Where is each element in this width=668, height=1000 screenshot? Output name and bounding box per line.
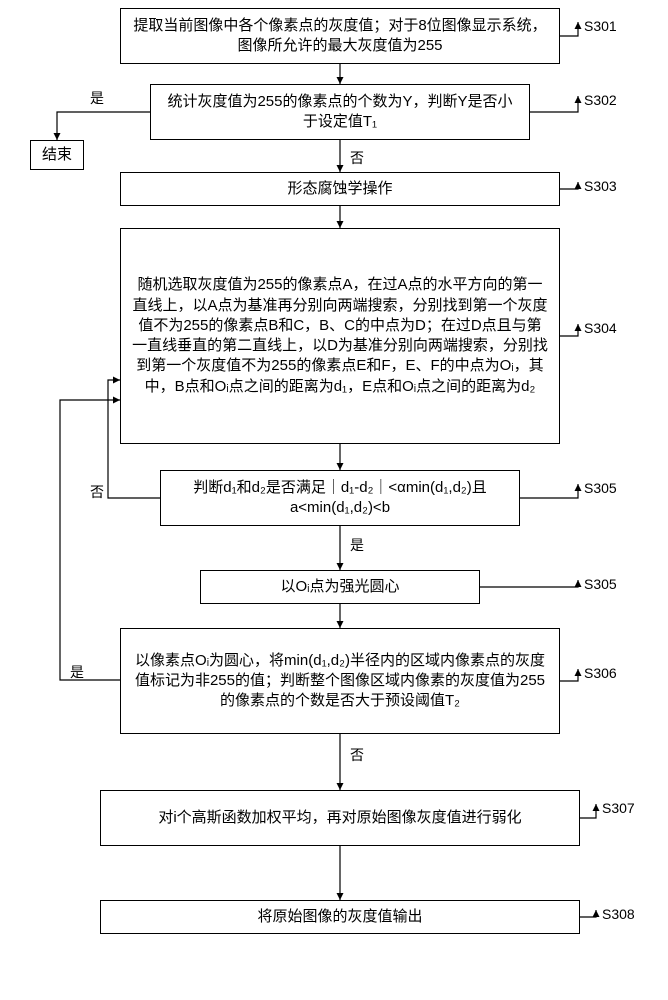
node-text: 结束: [42, 145, 72, 165]
node-text: 对i个高斯函数加权平均，再对原始图像灰度值进行弱化: [158, 808, 521, 828]
edge-label-yes306: 是: [70, 662, 84, 682]
node-text: 以像素点Oᵢ为圆心，将min(d₁,d₂)半径内的区域内像素点的灰度值标记为非2…: [131, 651, 549, 712]
node-s301: 提取当前图像中各个像素点的灰度值；对于8位图像显示系统，图像所允许的最大灰度值为…: [120, 8, 560, 64]
edge-label-yes305a: 是: [350, 535, 364, 555]
node-text: 提取当前图像中各个像素点的灰度值；对于8位图像显示系统，图像所允许的最大灰度值为…: [131, 16, 549, 57]
step-label-s301: S301: [584, 18, 617, 34]
node-text: 判断d₁和d₂是否满足｜d₁-d₂｜<αmin(d₁,d₂)且a<min(d₁,…: [171, 478, 509, 519]
node-text: 随机选取灰度值为255的像素点A，在过A点的水平方向的第一直线上，以A点为基准再…: [131, 275, 549, 397]
edge-label-yes302: 是: [90, 88, 104, 108]
step-label-s306: S306: [584, 665, 617, 681]
edge-label-no305a: 否: [90, 482, 104, 502]
node-s303: 形态腐蚀学操作: [120, 172, 560, 206]
step-label-s305b: S305: [584, 576, 617, 592]
edge-label-no302: 否: [350, 148, 364, 168]
node-s304: 随机选取灰度值为255的像素点A，在过A点的水平方向的第一直线上，以A点为基准再…: [120, 228, 560, 444]
node-text: 统计灰度值为255的像素点的个数为Y，判断Y是否小于设定值T₁: [161, 92, 519, 133]
node-end: 结束: [30, 140, 84, 170]
node-s308: 将原始图像的灰度值输出: [100, 900, 580, 934]
node-text: 将原始图像的灰度值输出: [257, 907, 422, 927]
node-text: 以Oᵢ点为强光圆心: [280, 577, 399, 597]
step-label-s304: S304: [584, 320, 617, 336]
edge-label-no306: 否: [350, 745, 364, 765]
node-s306: 以像素点Oᵢ为圆心，将min(d₁,d₂)半径内的区域内像素点的灰度值标记为非2…: [120, 628, 560, 734]
step-label-s305a: S305: [584, 480, 617, 496]
step-label-s308: S308: [602, 906, 635, 922]
step-label-s303: S303: [584, 178, 617, 194]
node-s305a: 判断d₁和d₂是否满足｜d₁-d₂｜<αmin(d₁,d₂)且a<min(d₁,…: [160, 470, 520, 526]
node-text: 形态腐蚀学操作: [287, 179, 392, 199]
step-label-s302: S302: [584, 92, 617, 108]
node-s305b: 以Oᵢ点为强光圆心: [200, 570, 480, 604]
node-s302: 统计灰度值为255的像素点的个数为Y，判断Y是否小于设定值T₁: [150, 84, 530, 140]
step-label-s307: S307: [602, 800, 635, 816]
node-s307: 对i个高斯函数加权平均，再对原始图像灰度值进行弱化: [100, 790, 580, 846]
